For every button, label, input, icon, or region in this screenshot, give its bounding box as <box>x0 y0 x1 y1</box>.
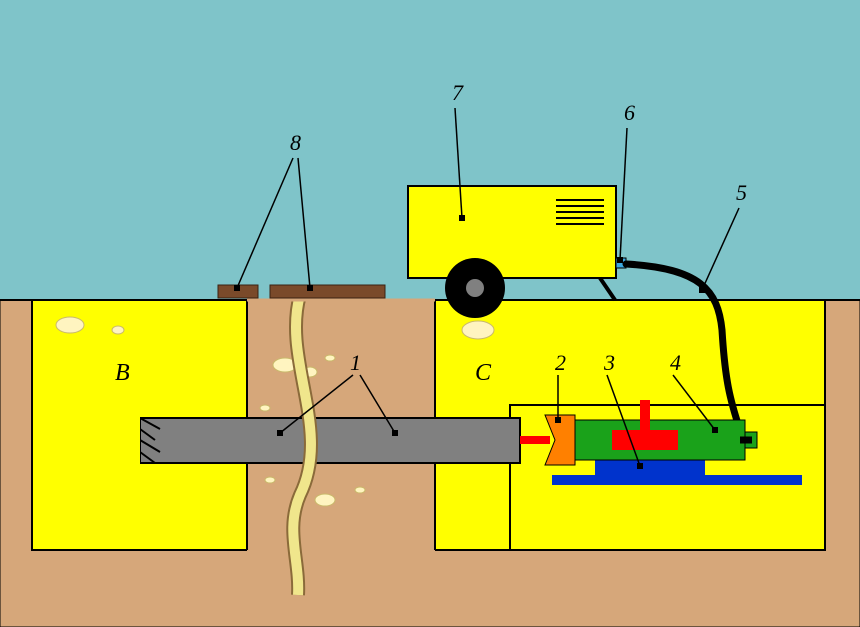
leader-dot-8 <box>234 285 240 291</box>
leader-dot-8 <box>307 285 313 291</box>
cover-board <box>270 285 385 298</box>
callout-label-2: 2 <box>555 350 566 375</box>
soil-bubble <box>462 321 494 339</box>
soil-bubble <box>325 355 335 361</box>
region-label-b: B <box>115 360 130 386</box>
soil-bubble <box>56 317 84 333</box>
region-label-c: C <box>475 360 492 386</box>
leader-dot-3 <box>637 463 643 469</box>
compressor-hub <box>466 279 484 297</box>
leader-dot-1 <box>277 430 283 436</box>
soil-bubble <box>265 477 275 483</box>
soil-bubble <box>355 487 365 493</box>
callout-label-1: 1 <box>350 350 361 375</box>
leader-dot-4 <box>712 427 718 433</box>
callout-label-7: 7 <box>452 80 464 105</box>
hammer-valve <box>612 430 678 450</box>
leader-dot-7 <box>459 215 465 221</box>
callout-label-5: 5 <box>736 180 747 205</box>
support-block <box>595 460 705 478</box>
soil-bubble <box>260 405 270 411</box>
leader-dot-6 <box>617 257 623 263</box>
leader-dot-1 <box>392 430 398 436</box>
ram-end-mask <box>138 417 140 464</box>
callout-label-3: 3 <box>603 350 615 375</box>
callout-label-6: 6 <box>624 100 635 125</box>
hammer-handle <box>640 400 650 432</box>
soil-bubble <box>315 494 335 506</box>
leader-dot-2 <box>555 417 561 423</box>
callout-label-4: 4 <box>670 350 681 375</box>
soil-bubble <box>112 326 124 334</box>
hammer-rod <box>520 436 550 444</box>
ram-pipe <box>140 418 520 463</box>
callout-label-8: 8 <box>290 130 301 155</box>
leader-dot-5 <box>699 287 705 293</box>
